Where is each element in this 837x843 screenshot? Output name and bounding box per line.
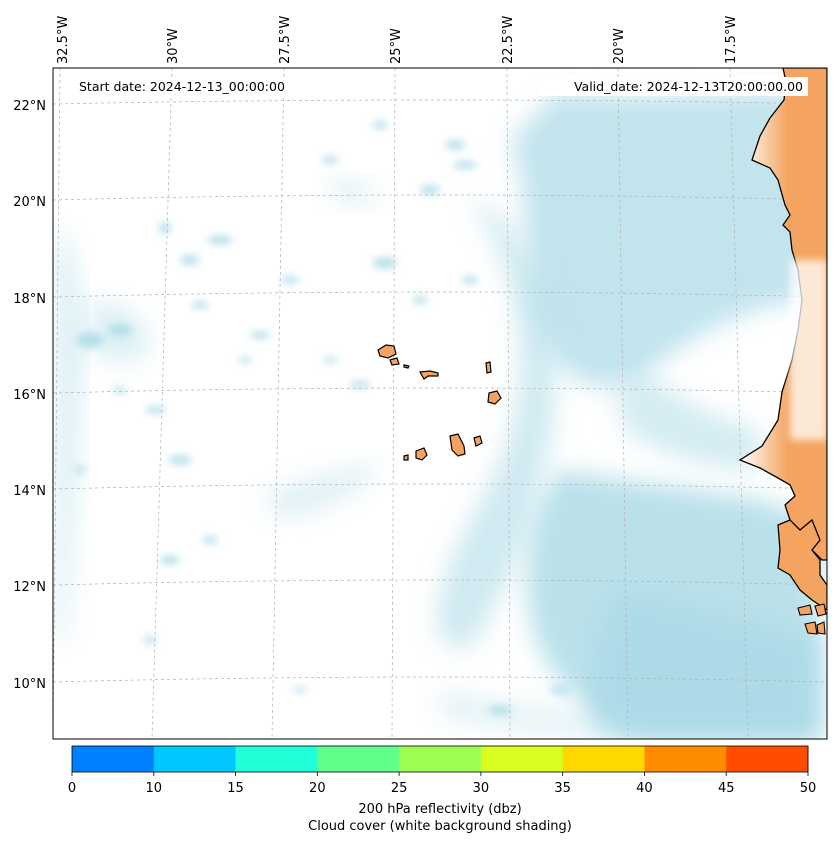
colorbar-segment	[726, 746, 809, 772]
colorbar-tick-label: 35	[554, 781, 571, 796]
latitude-labels: 22°N 20°N 18°N 16°N 14°N 12°N 10°N	[13, 99, 46, 692]
lon-label: 25°W	[389, 28, 404, 64]
colorbar-segment	[153, 746, 237, 772]
colorbar-tick-label: 50	[800, 781, 817, 796]
colorbar-tick-label: 40	[636, 781, 653, 796]
island-santiago	[449, 433, 466, 457]
colorbar-segment	[235, 746, 318, 772]
lat-label: 16°N	[13, 388, 46, 403]
colorbar-tick-label: 0	[68, 781, 76, 796]
island-santo-antao	[377, 344, 397, 359]
island-santa-luzia	[403, 364, 410, 369]
lat-label: 10°N	[13, 677, 46, 692]
island-sal	[485, 361, 492, 374]
island-maio	[473, 435, 483, 447]
colorbar-title-line1: 200 hPa reflectivity (dbz)	[358, 802, 521, 817]
lat-label: 22°N	[13, 99, 46, 114]
island-boa-vista	[487, 390, 502, 405]
island-brava	[403, 454, 409, 461]
lon-label: 17.5°W	[724, 16, 739, 64]
map-area: Start date: 2024-12-13_00:00:00 Valid_da…	[52, 67, 828, 740]
island-sao-nicolau	[419, 370, 439, 380]
colorbar-tick-label: 20	[309, 781, 326, 796]
land-guinea-islands	[797, 603, 827, 635]
lon-label: 20°W	[612, 28, 627, 64]
valid-date-box	[540, 77, 808, 96]
start-date-label: Start date: 2024-12-13_00:00:00	[79, 79, 285, 94]
colorbar-title-line2: Cloud cover (white background shading)	[308, 819, 572, 834]
valid-date-label: Valid_date: 2024-12-13T20:00:00.00	[574, 79, 803, 94]
colorbar-segment	[644, 746, 727, 772]
cloud-cover-patches	[74, 121, 570, 715]
colorbar-segment	[317, 746, 400, 772]
colorbar-segment	[480, 746, 564, 772]
colorbar-frame	[71, 745, 809, 773]
colorbar-tick-label: 15	[227, 781, 244, 796]
africa-landmass	[738, 68, 827, 635]
map-frame	[52, 67, 828, 740]
colorbar-tick-label: 30	[473, 781, 490, 796]
colorbar-tick-label: 10	[146, 781, 163, 796]
lon-label: 32.5°W	[56, 16, 71, 64]
land-white-inner-shading	[790, 260, 827, 440]
start-date-box	[72, 77, 312, 96]
colorbar: 0 10 15 20 25 30 35 40 45 50 200 hPa reflectivity…	[68, 745, 816, 834]
colorbar-segment	[562, 746, 645, 772]
island-sao-vicente	[389, 357, 400, 366]
cape-verde-islands	[377, 344, 502, 461]
longitude-labels: 32.5°W 30°W 27.5°W 25°W 22.5°W 20°W 17.5…	[56, 16, 739, 64]
lat-label: 14°N	[13, 484, 46, 499]
lat-label: 12°N	[13, 580, 46, 595]
lon-label: 27.5°W	[278, 16, 293, 64]
colorbar-segment	[399, 746, 482, 772]
colorbar-segment	[72, 746, 155, 772]
lon-label: 22.5°W	[501, 16, 516, 64]
lon-label: 30°W	[166, 28, 181, 64]
colorbar-segments	[72, 746, 809, 772]
colorbar-ticks: 0 10 15 20 25 30 35 40 45 50	[68, 772, 816, 796]
island-fogo	[415, 447, 428, 461]
colorbar-tick-label: 45	[718, 781, 735, 796]
land-south-coast	[777, 518, 827, 611]
lat-label: 18°N	[13, 292, 46, 307]
colorbar-tick-label: 25	[391, 781, 408, 796]
cloud-cover-shading	[56, 90, 820, 739]
lat-label: 20°N	[13, 195, 46, 210]
graticule	[53, 68, 827, 739]
